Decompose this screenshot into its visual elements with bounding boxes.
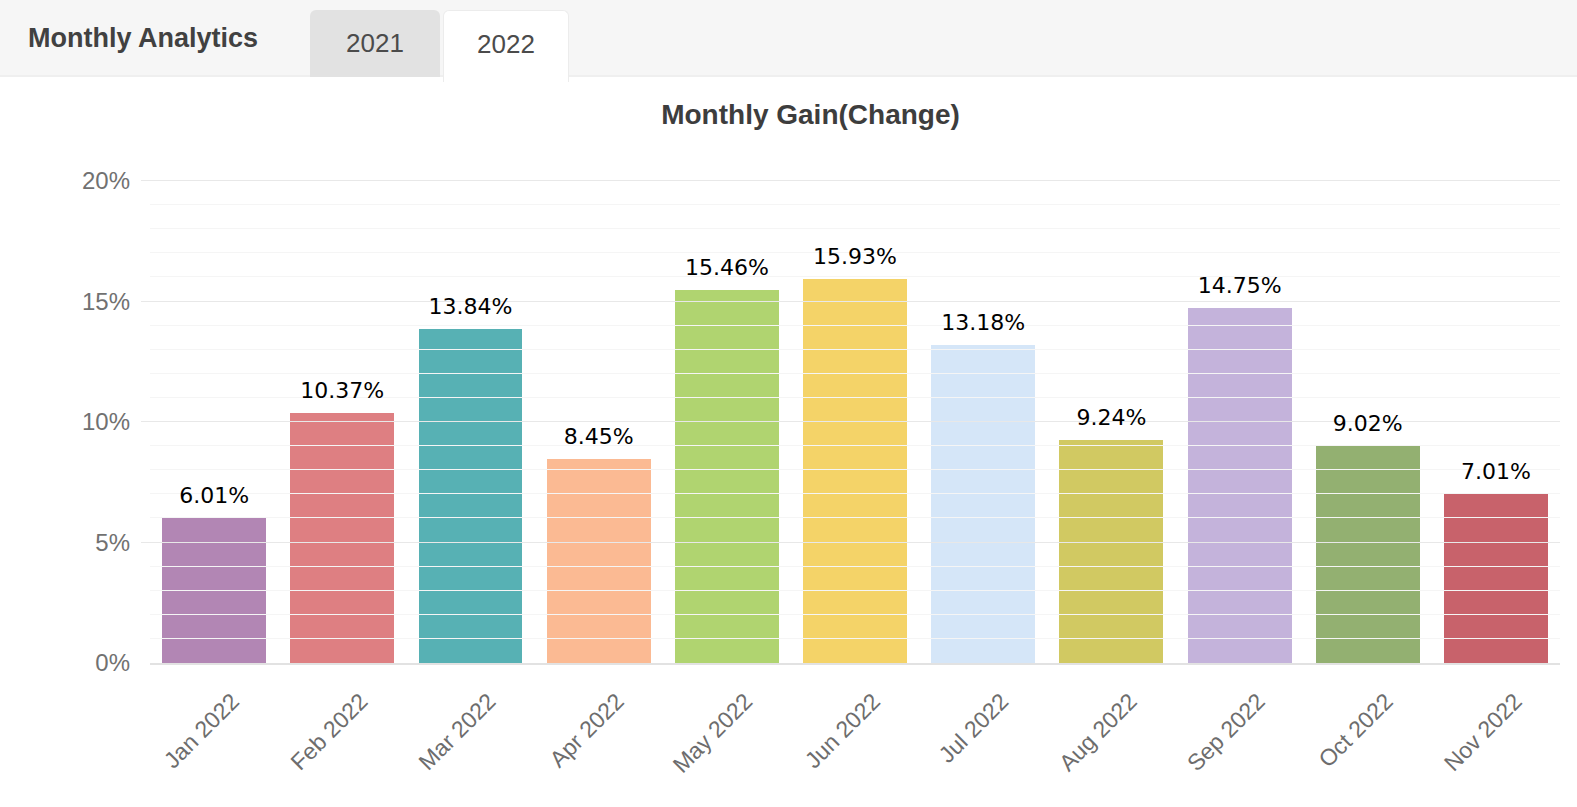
minor-gridline xyxy=(150,228,1560,229)
x-axis-tick-label: May 2022 xyxy=(667,688,758,779)
y-axis-tick-label: 15% xyxy=(0,287,130,317)
chart-title: Monthly Gain(Change) xyxy=(22,99,1577,131)
x-axis-tick-label: Jul 2022 xyxy=(934,688,1015,769)
bar-may-2022[interactable] xyxy=(675,290,779,663)
bar-apr-2022[interactable] xyxy=(547,459,651,663)
y-axis-tick-label: 10% xyxy=(0,407,130,437)
y-axis-tick-label: 5% xyxy=(0,528,130,558)
minor-gridline xyxy=(150,638,1560,639)
minor-gridline xyxy=(150,204,1560,205)
tab-2021[interactable]: 2021 xyxy=(310,10,440,77)
minor-gridline xyxy=(150,325,1560,326)
header: Monthly Analytics 2021 2022 xyxy=(0,0,1577,77)
x-axis-tick-label: Apr 2022 xyxy=(545,688,630,773)
bar-value-label: 13.18% xyxy=(894,310,1073,335)
bar-jun-2022[interactable] xyxy=(803,279,907,663)
bar-sep-2022[interactable] xyxy=(1188,308,1292,663)
bar-oct-2022[interactable] xyxy=(1316,446,1420,663)
tab-2022[interactable]: 2022 xyxy=(443,10,569,82)
x-axis-tick-label: Mar 2022 xyxy=(414,688,502,776)
bar-value-label: 13.84% xyxy=(381,294,560,319)
major-gridline xyxy=(141,301,1560,302)
bar-value-label: 7.01% xyxy=(1406,459,1577,484)
major-gridline xyxy=(141,180,1560,181)
bar-chart: 6.01%Jan 202210.37%Feb 202213.84%Mar 202… xyxy=(150,181,1560,665)
y-axis-tick-label: 20% xyxy=(0,166,130,196)
bar-value-label: 9.02% xyxy=(1278,411,1457,436)
minor-gridline xyxy=(150,566,1560,567)
x-axis-tick-label: Jan 2022 xyxy=(159,688,245,774)
minor-gridline xyxy=(150,349,1560,350)
bar-value-label: 14.75% xyxy=(1150,273,1329,298)
minor-gridline xyxy=(150,445,1560,446)
x-axis-tick-label: Jun 2022 xyxy=(800,688,886,774)
minor-gridline xyxy=(150,493,1560,494)
minor-gridline xyxy=(150,517,1560,518)
minor-gridline xyxy=(150,469,1560,470)
bar-value-label: 10.37% xyxy=(253,378,432,403)
minor-gridline xyxy=(150,590,1560,591)
bar-value-label: 8.45% xyxy=(509,424,688,449)
bar-jul-2022[interactable] xyxy=(931,345,1035,663)
bar-value-label: 6.01% xyxy=(124,483,303,508)
major-gridline xyxy=(141,542,1560,543)
bar-feb-2022[interactable] xyxy=(290,413,394,663)
minor-gridline xyxy=(150,373,1560,374)
x-axis-tick-label: Feb 2022 xyxy=(286,688,374,776)
x-axis-tick-label: Sep 2022 xyxy=(1182,688,1271,777)
bar-aug-2022[interactable] xyxy=(1059,440,1163,663)
bar-value-label: 9.24% xyxy=(1022,405,1201,430)
x-axis-tick-label: Aug 2022 xyxy=(1054,688,1143,777)
minor-gridline xyxy=(150,276,1560,277)
x-axis-tick-label: Oct 2022 xyxy=(1314,688,1399,773)
page-title: Monthly Analytics xyxy=(28,0,258,77)
y-axis-tick-label: 0% xyxy=(0,648,130,678)
minor-gridline xyxy=(150,614,1560,615)
x-axis-tick-label: Nov 2022 xyxy=(1438,688,1527,777)
bar-value-label: 15.93% xyxy=(765,244,944,269)
